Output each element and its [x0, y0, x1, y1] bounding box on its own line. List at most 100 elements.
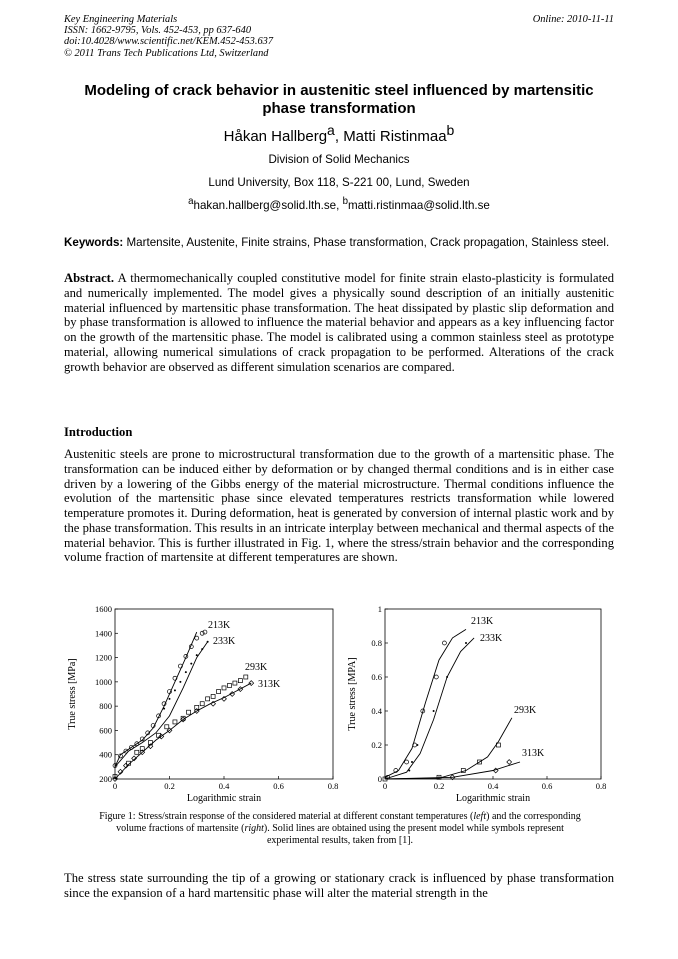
x-tick-label: 0.8	[328, 781, 339, 791]
plot-frame	[114, 608, 334, 780]
x-tick-label: 0	[383, 781, 387, 791]
data-point	[164, 724, 170, 730]
keywords: Keywords: Martensite, Austenite, Finite …	[64, 236, 614, 250]
caption-text: left	[473, 811, 487, 822]
series-line-213K	[384, 629, 467, 778]
data-point	[112, 776, 118, 782]
data-point	[179, 680, 182, 683]
data-point	[145, 730, 151, 736]
y-tick-label: 600	[99, 725, 112, 735]
data-point	[112, 763, 118, 768]
abstract: Abstract. A thermomechanically coupled c…	[64, 271, 614, 374]
stress-strain-chart: 0 0.2 0.4 0.6 0.8 200 400 600 800 1000 1200 1400 160…	[67, 604, 339, 804]
data-point	[227, 683, 232, 688]
series-label-233K: 233K	[480, 633, 503, 644]
data-point	[465, 642, 467, 644]
x-tick-label: 0.6	[542, 781, 553, 791]
email-1[interactable]: hakan.hallberg@solid.lth.se	[193, 198, 337, 212]
series-label-293K: 293K	[245, 662, 268, 673]
series-line-313K	[384, 761, 521, 780]
authors: Håkan Hallberga, Matti Ristinmaab	[64, 122, 614, 145]
data-point	[460, 768, 466, 773]
data-point	[446, 676, 449, 678]
x-tick-label: 0.4	[219, 781, 230, 791]
x-tick-label: 0	[113, 781, 117, 791]
caption-text: right	[244, 823, 264, 834]
data-point	[442, 640, 447, 646]
affil-mark: a	[188, 196, 194, 207]
data-point	[118, 753, 123, 759]
data-point	[172, 675, 178, 681]
keywords-text: Martensite, Austenite, Finite strains, P…	[123, 236, 610, 249]
abstract-text: A thermomechanically coupled constitutiv…	[64, 271, 614, 374]
data-point	[147, 743, 154, 750]
data-point	[194, 705, 200, 710]
y-tick-label: 0	[378, 774, 382, 784]
emails: ahakan.hallberg@solid.lth.se, bmatti.ris…	[64, 196, 614, 212]
data-point	[180, 716, 187, 723]
data-point	[161, 701, 167, 707]
x-tick-label: 0.2	[164, 781, 175, 791]
body-paragraph: The stress state surrounding the tip of …	[64, 871, 614, 900]
series-label-213K: 213K	[471, 616, 494, 627]
data-point	[139, 749, 146, 756]
series-line-313K	[114, 682, 252, 780]
data-point	[173, 689, 176, 692]
data-point	[221, 695, 227, 702]
x-tick-label: 0.4	[488, 781, 499, 791]
data-point	[205, 696, 210, 702]
data-point	[166, 727, 173, 734]
email-2[interactable]: matti.ristinmaa@solid.lth.se	[347, 198, 490, 212]
data-point	[232, 680, 238, 686]
data-point	[163, 707, 166, 710]
author-2: Matti Ristinmaa	[343, 128, 447, 145]
data-point	[206, 640, 209, 643]
y-tick-label: 1400	[95, 628, 112, 638]
data-point	[190, 662, 193, 665]
issn: ISSN: 1662-9795, Vols. 452-453, pp 637-6…	[64, 25, 252, 37]
journal-name: Key Engineering Materials	[64, 14, 178, 25]
introduction-heading: Introduction	[64, 425, 133, 439]
data-point	[420, 708, 426, 714]
data-point	[172, 719, 178, 725]
data-point	[188, 644, 194, 649]
x-tick-label: 0.6	[273, 781, 284, 791]
caption-text: Figure 1: Stress/strain response of the …	[99, 811, 474, 822]
data-point	[393, 768, 399, 773]
data-point	[139, 736, 145, 742]
series-label-233K: 233K	[213, 636, 236, 647]
data-point	[150, 723, 156, 728]
y-tick-label: 0.8	[371, 638, 382, 648]
data-point	[506, 759, 513, 765]
data-point	[432, 710, 435, 712]
y-tick-label: 1200	[95, 653, 112, 663]
data-point	[134, 749, 140, 755]
address: Lund University, Box 118, S-221 00, Lund…	[208, 176, 470, 189]
data-point	[243, 674, 249, 680]
affil-mark: b	[446, 122, 455, 138]
data-point	[178, 663, 183, 669]
martensite-fraction-chart: 0 0.2 0.4 0.6 0.8 0 0.2 0.4 0.6 0.8 1 Logarithmic s…	[347, 604, 607, 804]
y-tick-label: 1000	[95, 677, 112, 687]
series-label-313K: 313K	[258, 679, 281, 690]
y-tick-label: 0.6	[371, 672, 382, 682]
series-line-233K	[384, 637, 475, 780]
y-tick-label: 0.4	[371, 706, 382, 716]
data-point	[131, 755, 137, 762]
data-point	[199, 630, 205, 636]
data-point	[237, 686, 244, 693]
data-point	[123, 762, 129, 769]
x-axis-label: Logarithmic strain	[187, 793, 261, 804]
data-point	[193, 708, 200, 714]
data-point	[194, 635, 200, 641]
y-axis-label: True stress [MPa]	[67, 658, 78, 729]
data-point	[229, 691, 236, 697]
y-tick-label: 1	[378, 604, 382, 614]
y-tick-label: 0.2	[371, 740, 382, 750]
data-point	[210, 700, 216, 707]
y-axis-label: True stress [MPA]	[347, 657, 358, 730]
x-tick-label: 0.8	[596, 781, 607, 791]
affil-mark: b	[342, 196, 348, 207]
data-point	[449, 774, 456, 781]
